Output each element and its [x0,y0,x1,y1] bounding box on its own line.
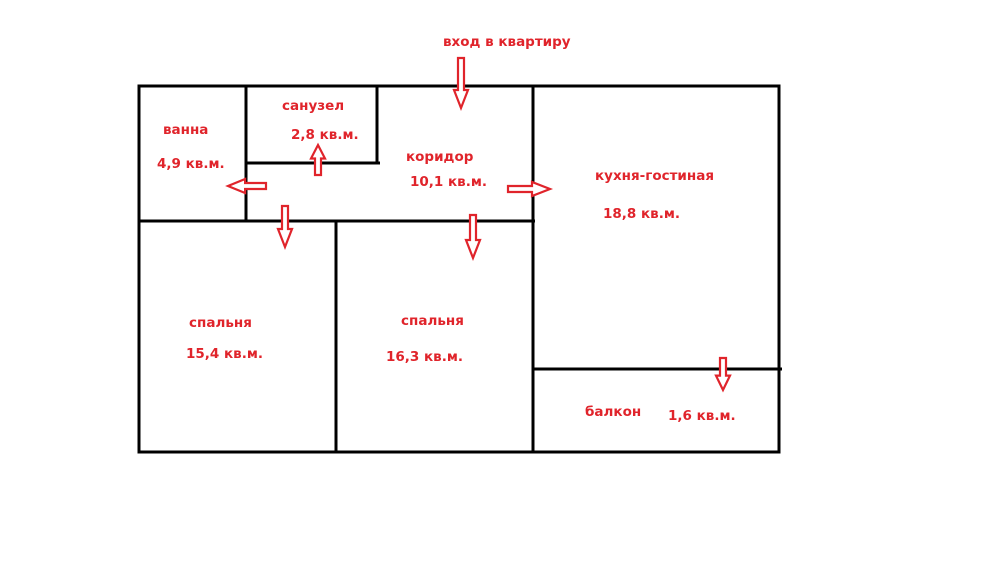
room-area-kitchen: 18,8 кв.м. [603,206,680,222]
room-area-bedroom2: 16,3 кв.м. [386,349,463,365]
room-name-bath: ванна [163,122,208,138]
room-name-bedroom1: спальня [189,315,252,331]
room-name-toilet: санузел [282,98,344,114]
entrance-label: вход в квартиру [443,34,571,50]
door-arrows [225,56,732,393]
entrance-arrow-icon [452,56,470,112]
room-area-bedroom1: 15,4 кв.м. [186,346,263,362]
room-name-kitchen: кухня-гостиная [595,168,714,184]
room-area-balcony: 1,6 кв.м. [668,408,736,424]
toilet-door-arrow-icon [309,142,327,177]
room-name-balcony: балкон [585,404,641,420]
kitchen-door-arrow-icon [506,180,554,198]
room-area-bath: 4,9 кв.м. [157,156,225,172]
room-name-bedroom2: спальня [401,313,464,329]
room-area-corridor: 10,1 кв.м. [410,174,487,190]
room-name-corridor: коридор [406,149,474,165]
bedroom1-door-arrow-icon [276,204,294,251]
bath-door-arrow-icon [225,177,268,195]
bedroom2-door-arrow-icon [464,213,482,262]
walls [137,84,782,454]
room-area-toilet: 2,8 кв.м. [291,127,359,143]
outer-wall [137,84,781,454]
balcony-door-arrow-icon [714,356,732,393]
